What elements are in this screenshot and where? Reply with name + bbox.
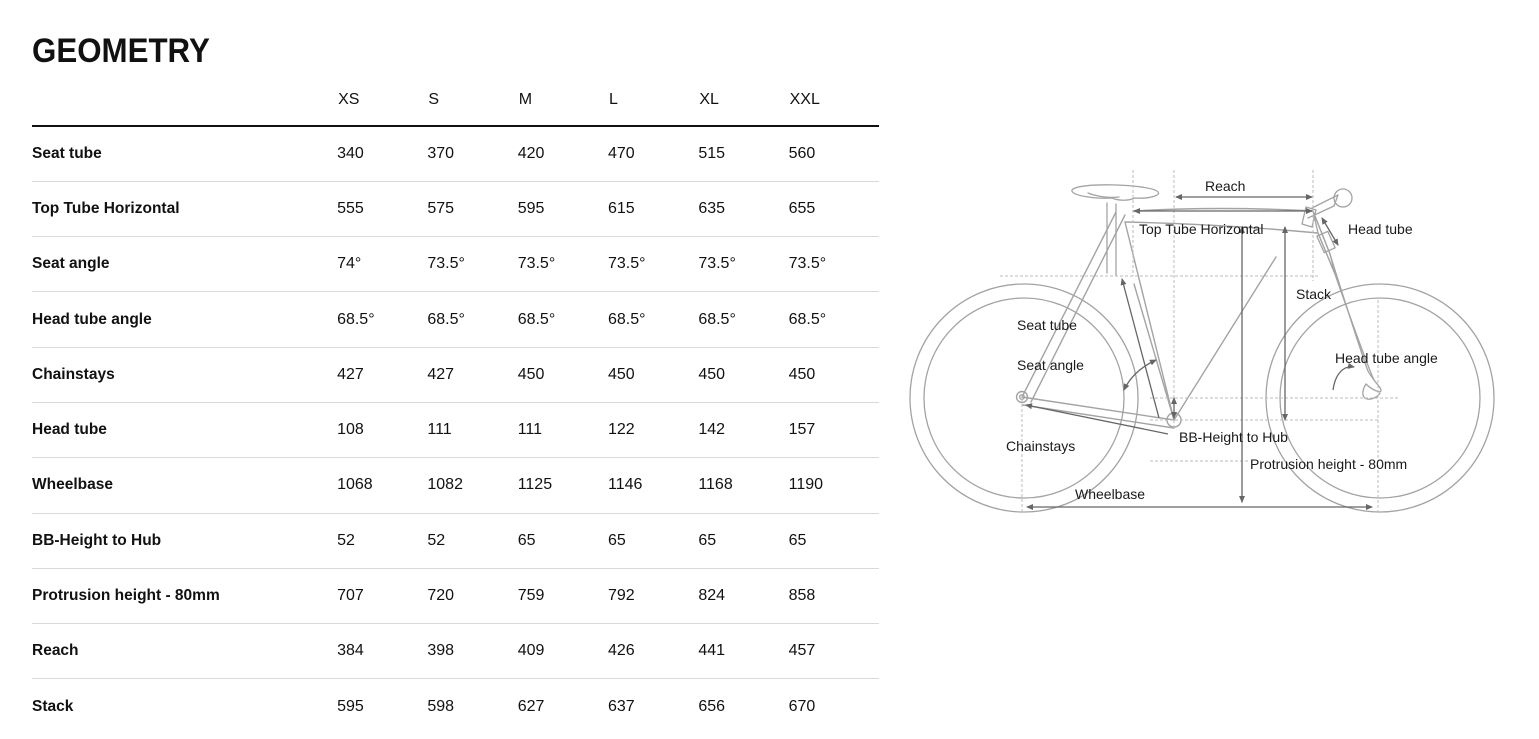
svg-text:BB-Height to Hub: BB-Height to Hub bbox=[1179, 429, 1288, 445]
svg-text:Head tube angle: Head tube angle bbox=[1335, 350, 1438, 366]
svg-text:Protrusion height - 80mm: Protrusion height - 80mm bbox=[1250, 456, 1407, 472]
svg-text:Reach: Reach bbox=[1205, 178, 1245, 194]
svg-text:Head tube: Head tube bbox=[1348, 221, 1413, 237]
svg-text:Seat tube: Seat tube bbox=[1017, 317, 1077, 333]
svg-text:Chainstays: Chainstays bbox=[1006, 438, 1075, 454]
svg-text:Top Tube Horizontal: Top Tube Horizontal bbox=[1139, 221, 1264, 237]
svg-text:Wheelbase: Wheelbase bbox=[1075, 486, 1145, 502]
svg-text:Seat angle: Seat angle bbox=[1017, 357, 1084, 373]
svg-text:Stack: Stack bbox=[1296, 286, 1332, 302]
